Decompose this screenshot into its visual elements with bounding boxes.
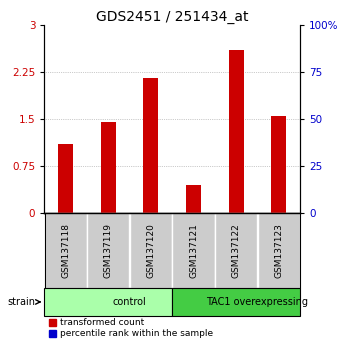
Bar: [44, 289, 172, 315]
Bar: [271, 119, 286, 213]
Bar: [101, 207, 116, 213]
Text: GSM137120: GSM137120: [146, 223, 155, 278]
Bar: [58, 207, 73, 213]
Text: GSM137123: GSM137123: [274, 223, 283, 278]
Text: strain: strain: [8, 297, 36, 307]
Text: TAC1 overexpressing: TAC1 overexpressing: [206, 297, 309, 307]
Text: GSM137121: GSM137121: [189, 223, 198, 278]
Bar: [215, 213, 257, 289]
Text: GSM137118: GSM137118: [61, 223, 70, 278]
Bar: [130, 213, 172, 289]
Bar: [258, 213, 300, 289]
Text: control: control: [113, 297, 146, 307]
Bar: [229, 198, 243, 213]
Text: GSM137119: GSM137119: [104, 223, 113, 278]
Bar: [186, 209, 201, 213]
Legend: transformed count, percentile rank within the sample: transformed count, percentile rank withi…: [49, 319, 213, 338]
Bar: [271, 116, 286, 213]
Bar: [101, 122, 116, 213]
Bar: [58, 144, 73, 213]
Text: GSM137122: GSM137122: [232, 223, 241, 278]
Bar: [144, 78, 158, 213]
Bar: [229, 50, 243, 213]
Title: GDS2451 / 251434_at: GDS2451 / 251434_at: [96, 10, 249, 24]
Bar: [172, 289, 300, 315]
Bar: [173, 213, 214, 289]
Bar: [186, 185, 201, 213]
Bar: [87, 213, 129, 289]
Bar: [144, 204, 158, 213]
Bar: [45, 213, 87, 289]
